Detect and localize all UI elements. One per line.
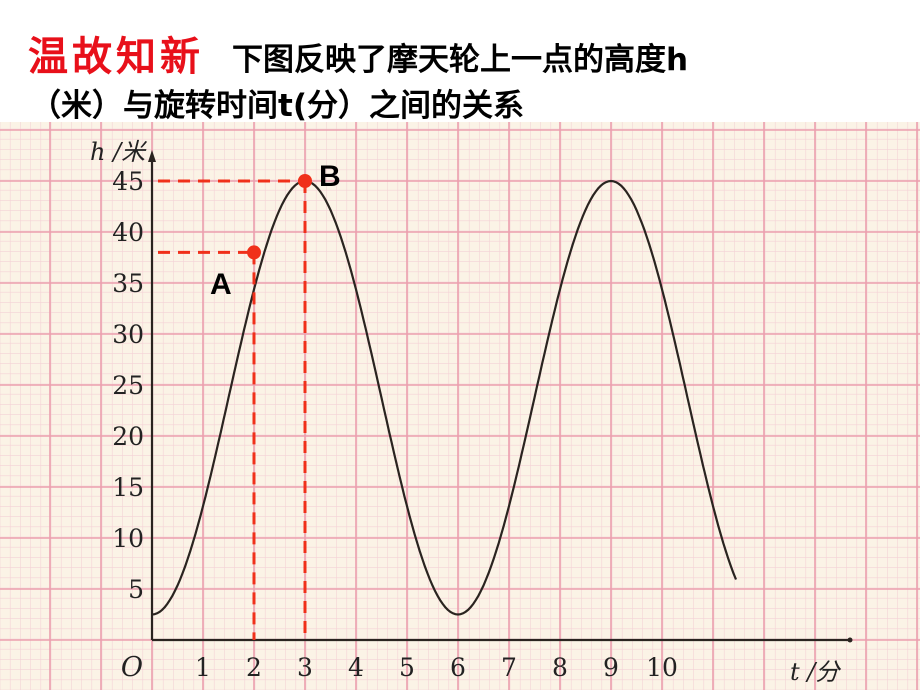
x-tick-label: 9 (603, 653, 619, 682)
question-text-line-2: （米）与旋转时间t(分）之间的关系 (30, 88, 524, 124)
y-tick-label: 15 (112, 473, 144, 502)
point-b-label: B (319, 160, 341, 193)
y-axis-arrow-icon (148, 150, 156, 162)
x-tick-label: 1 (195, 653, 211, 682)
y-tick-label: 45 (112, 167, 144, 196)
x-tick-label: 6 (450, 653, 466, 682)
height-curve (151, 179, 738, 616)
y-tick-label: 10 (112, 524, 144, 553)
y-tick-label: 30 (112, 320, 144, 349)
point-b-marker (298, 174, 312, 188)
x-tick-label: 2 (246, 653, 262, 682)
graph-paper (0, 122, 920, 690)
title-line-1: 温故知新 下图反映了摩天轮上一点的高度h (28, 24, 688, 80)
point-a-label: A (210, 268, 232, 301)
question-text-line-1: 下图反映了摩天轮上一点的高度h (232, 42, 689, 78)
y-axis-label: h /米 (90, 138, 147, 166)
x-tick-label: 3 (297, 653, 313, 682)
x-tick-label: 5 (399, 653, 415, 682)
y-tick-label: 25 (112, 371, 144, 400)
point-a-marker (247, 245, 261, 260)
x-tick-label: 7 (501, 653, 517, 682)
origin-label: O (121, 652, 143, 683)
y-tick-label: 5 (128, 575, 144, 604)
x-tick-label: 8 (552, 653, 568, 682)
y-tick-label: 40 (112, 218, 144, 247)
x-tick-label: 4 (348, 653, 364, 682)
review-tag: 温故知新 (28, 33, 204, 80)
y-tick-label: 20 (112, 422, 144, 451)
x-tick-label: 10 (646, 653, 678, 682)
x-axis-label: t /分 (790, 658, 841, 686)
x-axis-end-icon (847, 637, 853, 643)
y-tick-label: 35 (112, 269, 144, 298)
